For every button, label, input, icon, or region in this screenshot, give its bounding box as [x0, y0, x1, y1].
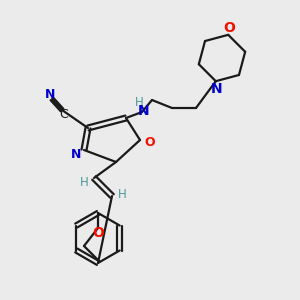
- Text: O: O: [92, 226, 104, 240]
- Text: N: N: [71, 148, 81, 161]
- Text: H: H: [80, 176, 88, 188]
- Text: O: O: [223, 21, 235, 35]
- Text: N: N: [45, 88, 55, 100]
- Text: O: O: [145, 136, 155, 149]
- Text: H: H: [118, 188, 126, 200]
- Text: H: H: [135, 95, 143, 109]
- Text: C: C: [60, 109, 68, 122]
- Text: N: N: [211, 82, 223, 96]
- Text: N: N: [138, 104, 150, 118]
